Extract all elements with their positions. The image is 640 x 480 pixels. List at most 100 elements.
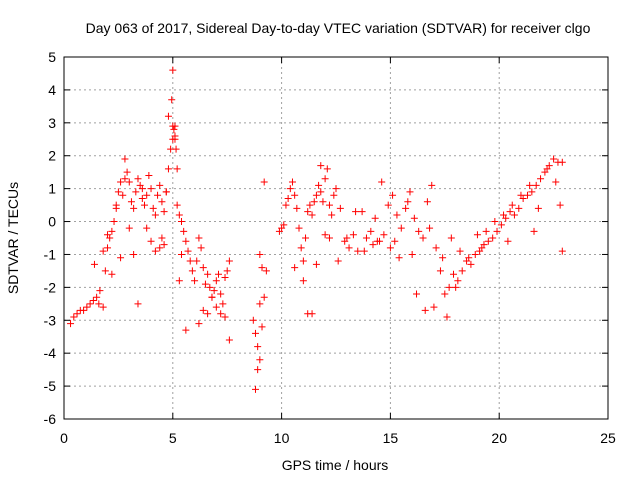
- data-point: [349, 231, 357, 239]
- data-point: [90, 260, 98, 268]
- data-point: [295, 224, 303, 232]
- data-point: [523, 191, 531, 199]
- y-tick-label: -1: [44, 246, 57, 262]
- data-point: [325, 201, 333, 209]
- data-point: [197, 244, 205, 252]
- data-point: [108, 270, 116, 278]
- data-point: [286, 185, 294, 193]
- data-point: [497, 221, 505, 229]
- data-point: [299, 257, 307, 265]
- data-point: [408, 250, 416, 258]
- data-point: [332, 185, 340, 193]
- data-point: [182, 237, 190, 245]
- data-point: [443, 313, 451, 321]
- data-point: [447, 234, 455, 242]
- y-tick-label: 1: [48, 181, 56, 197]
- data-point: [304, 208, 312, 216]
- data-point: [101, 267, 109, 275]
- data-point: [280, 221, 288, 229]
- data-point: [406, 188, 414, 196]
- data-point: [191, 277, 199, 285]
- data-point: [345, 244, 353, 252]
- data-point: [212, 277, 220, 285]
- data-point: [312, 260, 320, 268]
- data-point: [127, 198, 135, 206]
- data-point: [158, 234, 166, 242]
- data-point: [528, 188, 536, 196]
- data-point: [515, 204, 523, 212]
- data-point: [141, 201, 149, 209]
- y-tick-label: -5: [44, 378, 57, 394]
- data-point: [360, 247, 368, 255]
- x-tick-label: 15: [383, 430, 399, 446]
- y-tick-label: 2: [48, 148, 56, 164]
- data-point: [206, 283, 214, 291]
- data-point: [297, 244, 305, 252]
- data-point: [256, 250, 264, 258]
- x-tick-label: 0: [60, 430, 68, 446]
- data-point: [482, 227, 490, 235]
- data-point: [304, 310, 312, 318]
- data-point: [147, 185, 155, 193]
- data-point: [180, 227, 188, 235]
- data-point: [343, 234, 351, 242]
- data-point: [201, 280, 209, 288]
- data-point: [221, 313, 229, 321]
- data-point: [138, 195, 146, 203]
- y-axis-ticks: -6 -5 -4 -3 -2 -1 0 1 2 3 4 5: [44, 49, 608, 427]
- data-point: [121, 155, 129, 163]
- data-point: [175, 211, 183, 219]
- data-point: [168, 96, 176, 104]
- data-point: [173, 201, 181, 209]
- data-point: [151, 247, 159, 255]
- data-point: [291, 191, 299, 199]
- data-point: [456, 247, 464, 255]
- data-point: [134, 300, 142, 308]
- data-point: [467, 260, 475, 268]
- data-point: [217, 290, 225, 298]
- data-point: [178, 218, 186, 226]
- data-point: [537, 175, 545, 183]
- y-tick-label: 5: [48, 49, 56, 65]
- data-point: [419, 234, 427, 242]
- data-point: [532, 181, 540, 189]
- data-point: [130, 250, 138, 258]
- data-point: [217, 310, 225, 318]
- data-point: [262, 267, 270, 275]
- data-point: [558, 158, 566, 166]
- data-point: [199, 264, 207, 272]
- data-point: [323, 165, 331, 173]
- data-point: [170, 125, 178, 133]
- data-point: [221, 273, 229, 281]
- data-point: [125, 224, 133, 232]
- y-tick-label: 0: [48, 214, 56, 230]
- data-point: [404, 198, 412, 206]
- data-point: [393, 211, 401, 219]
- data-point: [441, 290, 449, 298]
- data-point: [83, 303, 91, 311]
- data-point: [430, 303, 438, 311]
- data-point: [208, 293, 216, 301]
- data-point: [384, 201, 392, 209]
- data-point: [550, 155, 558, 163]
- data-point: [151, 211, 159, 219]
- data-point: [143, 191, 151, 199]
- data-point: [254, 343, 262, 351]
- data-point: [465, 254, 473, 262]
- data-point: [160, 208, 168, 216]
- data-point: [473, 231, 481, 239]
- data-point: [67, 320, 75, 328]
- data-point: [108, 227, 116, 235]
- data-point: [395, 254, 403, 262]
- plot-area-frame: [63, 56, 609, 420]
- y-tick-label: -4: [44, 345, 57, 361]
- data-point: [164, 165, 172, 173]
- data-point: [317, 188, 325, 196]
- grid-lines: [64, 57, 608, 419]
- data-point: [330, 191, 338, 199]
- data-point: [199, 306, 207, 314]
- data-point: [378, 178, 386, 186]
- data-point: [484, 237, 492, 245]
- data-point: [132, 188, 140, 196]
- data-point: [70, 313, 78, 321]
